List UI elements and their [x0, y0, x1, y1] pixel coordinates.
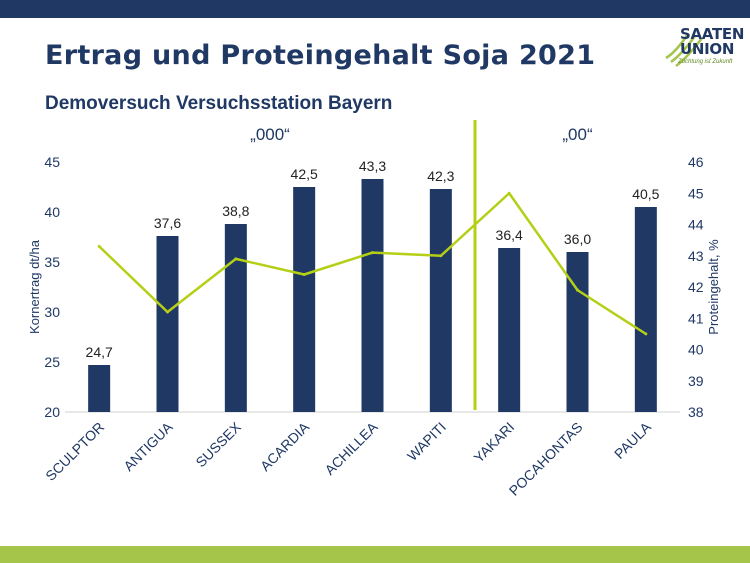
x-tick-label: ANTIGUA	[120, 418, 176, 474]
bar	[88, 365, 111, 412]
y2-tick-label: 40	[688, 342, 704, 358]
y-axis-title: Kornertrag dt/ha	[27, 239, 42, 334]
bar	[224, 224, 247, 412]
protein-point	[439, 254, 443, 258]
bar-data-label: 40,5	[632, 186, 659, 202]
bar-data-label: 36,4	[496, 227, 523, 243]
bar	[566, 252, 589, 412]
protein-point	[371, 251, 374, 255]
x-tick-label: SUSSEX	[192, 418, 244, 470]
y2-tick-label: 42	[688, 279, 704, 295]
bar-data-label: 42,3	[427, 168, 454, 184]
x-tick-label: YAKARI	[470, 419, 517, 466]
bar-data-label: 42,5	[291, 166, 318, 182]
x-tick-label: WAPITI	[404, 419, 449, 464]
group-label: „000“	[250, 125, 290, 144]
y2-tick-label: 43	[688, 248, 704, 264]
y2-tick-label: 44	[688, 217, 704, 233]
yield-protein-chart: 20 25 30 35 40 45 38 39 40 41 42 43 44 45 46 Kornertrag…	[27, 120, 721, 499]
bar-data-label: 43,3	[359, 158, 386, 174]
bar-data-label: 37,6	[154, 215, 181, 231]
y-tick-label: 35	[44, 254, 60, 270]
green-leaf-stripes-icon	[665, 33, 704, 67]
page-title: Ertrag und Proteingehalt Soja 2021	[45, 40, 596, 71]
protein-point	[576, 288, 579, 292]
x-tick-label: ACARDIA	[257, 418, 313, 474]
y2-tick-label: 41	[688, 310, 704, 326]
protein-point	[234, 257, 238, 261]
y2-tick-label: 39	[688, 373, 704, 389]
protein-point	[302, 273, 306, 276]
bar	[634, 207, 657, 412]
bar	[361, 179, 384, 412]
bar-data-label: 38,8	[222, 203, 249, 219]
y-tick-label: 25	[44, 354, 60, 370]
protein-point	[507, 191, 511, 195]
protein-point	[644, 332, 648, 336]
bar	[498, 248, 521, 412]
y2-axis-title: Proteingehalt, %	[706, 239, 721, 335]
bar	[293, 187, 316, 412]
y-tick-label: 30	[44, 304, 60, 320]
y2-tick-label: 46	[688, 154, 704, 170]
y2-tick-label: 38	[688, 404, 704, 420]
x-tick-label: ACHILLEA	[321, 418, 381, 478]
bar	[156, 236, 179, 412]
x-tick-label: POCAHONTAS	[506, 419, 586, 499]
logo-text-bottom: UNION	[680, 40, 735, 58]
bar-data-label: 36,0	[564, 231, 591, 247]
y-tick-label: 20	[44, 404, 60, 420]
top-banner	[0, 0, 750, 18]
logo-text-top: SAATEN	[680, 25, 745, 43]
page-subtitle: Demoversuch Versuchsstation Bayern	[45, 93, 393, 114]
y2-tick-label: 45	[688, 185, 704, 201]
x-tick-label: PAULA	[611, 418, 655, 462]
bar	[429, 189, 452, 412]
y-tick-label: 45	[44, 154, 60, 170]
bar-data-label: 24,7	[86, 344, 113, 360]
group-label: „00“	[562, 125, 593, 144]
brand-logo: SAATEN UNION Züchtung ist Zukunft	[662, 24, 744, 70]
bottom-banner	[0, 546, 750, 563]
protein-point	[97, 244, 101, 248]
y-tick-label: 40	[44, 204, 60, 220]
protein-point	[166, 310, 169, 314]
logo-slogan: Züchtung ist Zukunft	[678, 59, 733, 65]
x-tick-label: SCULPTOR	[42, 419, 107, 484]
